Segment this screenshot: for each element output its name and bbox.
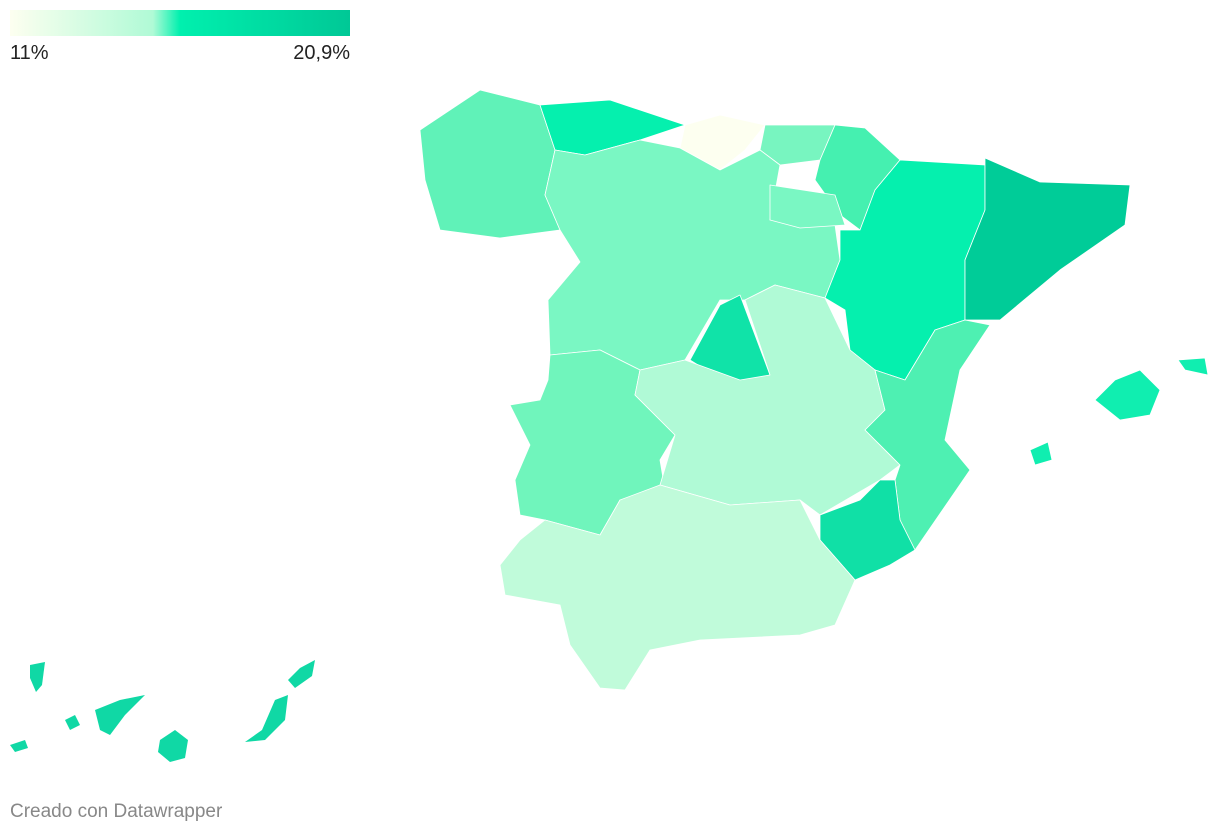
island — [65, 715, 80, 730]
region — [964, 157, 1131, 321]
region — [769, 184, 846, 229]
legend-label: 20,9% — [293, 42, 350, 64]
regions — [10, 89, 1209, 762]
region — [1094, 369, 1161, 421]
legend-gradient — [10, 10, 350, 36]
island — [95, 695, 145, 735]
island — [288, 660, 315, 688]
legend: 11% 20,9% — [10, 10, 350, 64]
region — [419, 89, 561, 239]
region — [1177, 357, 1209, 376]
island — [158, 730, 188, 762]
region — [819, 479, 916, 581]
island — [30, 662, 45, 692]
island — [10, 740, 28, 752]
legend-label: 11% — [10, 42, 49, 64]
footer: Creado con Datawrapper — [10, 801, 223, 822]
region — [1029, 441, 1053, 466]
island — [245, 695, 288, 742]
region — [759, 124, 836, 166]
region — [499, 484, 856, 691]
canary-islands — [10, 660, 315, 762]
